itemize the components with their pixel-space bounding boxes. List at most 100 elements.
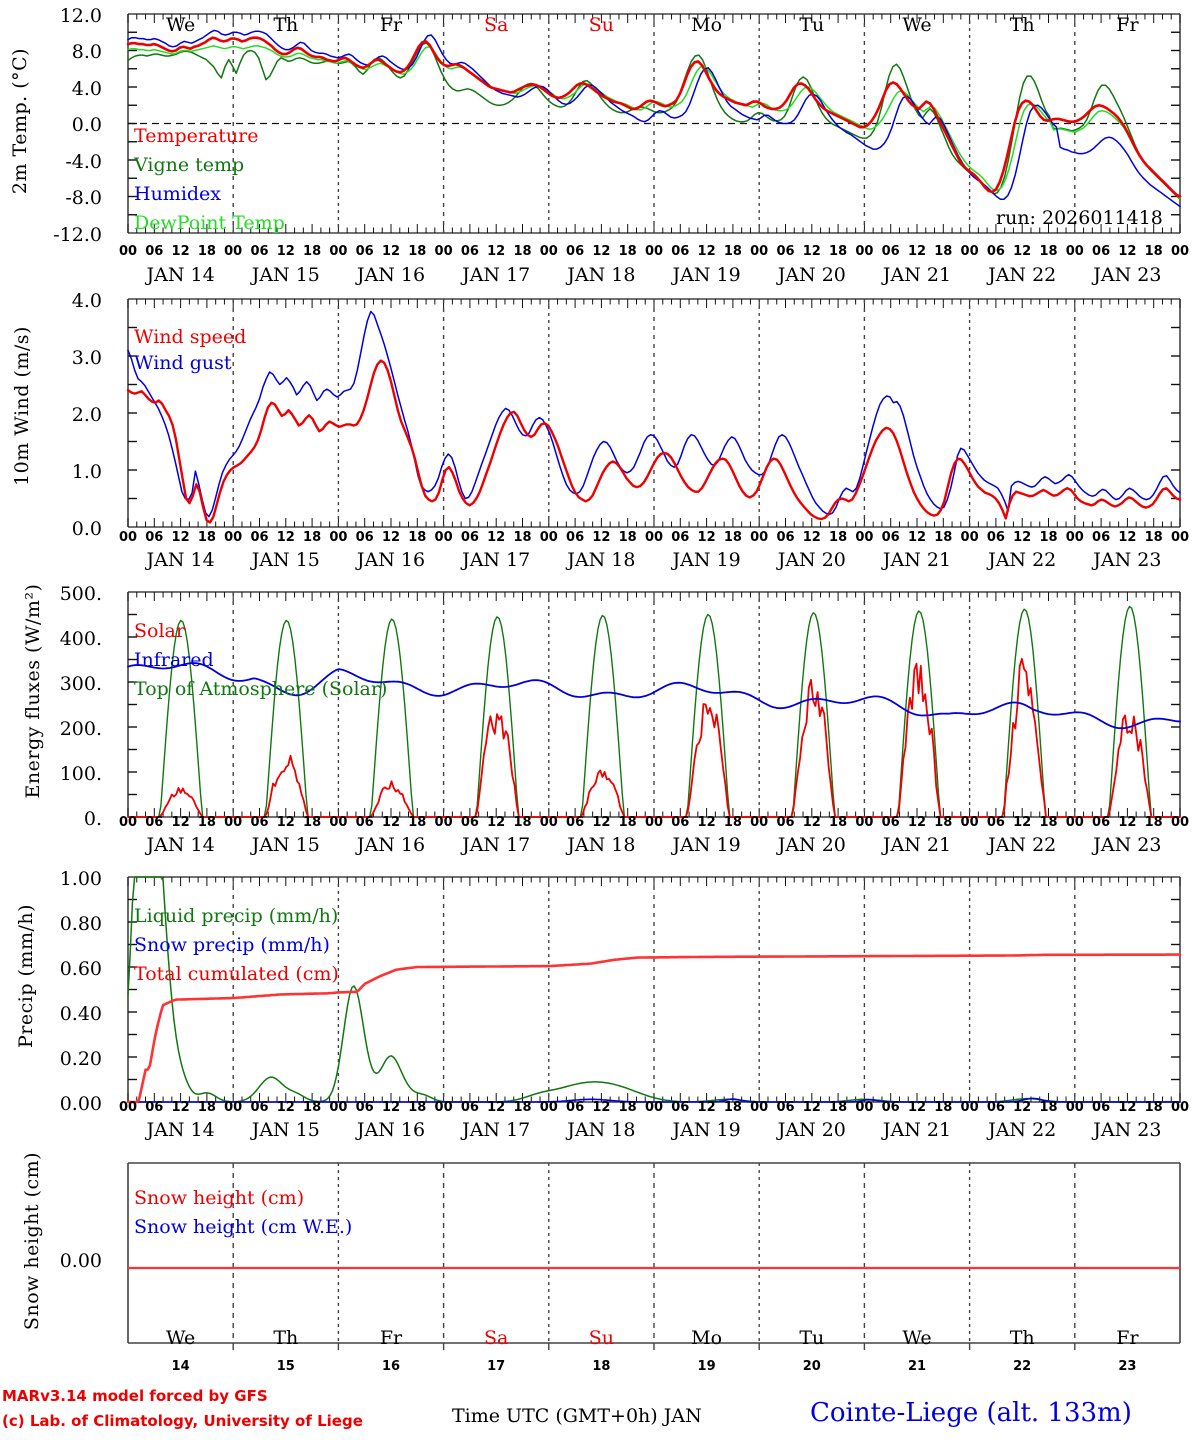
hour-tick-label: 00 xyxy=(434,1100,453,1115)
hour-tick-label: 12 xyxy=(907,1100,927,1115)
day-label: JAN 15 xyxy=(251,1119,320,1141)
wind-ytick-3: 1.0 xyxy=(71,461,102,483)
hour-tick-label: 06 xyxy=(881,530,900,545)
wind-plot xyxy=(126,298,1182,528)
hour-tick-label: 18 xyxy=(408,244,427,259)
hour-tick-label: 06 xyxy=(776,530,795,545)
hour-tick-label: 12 xyxy=(907,530,927,545)
day-number-label: 21 xyxy=(907,1359,927,1374)
hour-tick-label: 06 xyxy=(145,1100,164,1115)
day-of-week-label: Tu xyxy=(799,1327,825,1349)
day-label: JAN 15 xyxy=(251,264,320,286)
panel-energy-fluxes: Energy fluxes (W/m²) 500. 400. 300. 200.… xyxy=(0,575,1194,860)
hour-tick-label: 12 xyxy=(697,815,716,830)
hour-tick-label: 06 xyxy=(986,244,1005,259)
hour-tick-label: 06 xyxy=(881,1100,900,1115)
wind-legend-item-1: Wind gust xyxy=(134,352,232,374)
hour-tick-label: 00 xyxy=(224,244,243,259)
hour-tick-label: 06 xyxy=(566,815,585,830)
day-of-week-label: We xyxy=(902,14,932,36)
snow-dayofweek-row: We Th Fr Sa Su Mo Tu We Th Fr xyxy=(0,1327,1194,1349)
hour-tick-label: 18 xyxy=(1039,1100,1058,1115)
hour-tick-label: 00 xyxy=(329,1100,348,1115)
hour-tick-label: 00 xyxy=(855,244,874,259)
hour-tick-label: 00 xyxy=(644,244,664,259)
hour-tick-label: 06 xyxy=(566,1100,585,1115)
hour-tick-label: 06 xyxy=(881,244,900,259)
temperature-ytick-3: 0.0 xyxy=(71,114,102,136)
hour-tick-label: 12 xyxy=(592,530,611,545)
day-label: JAN 17 xyxy=(462,834,531,856)
hour-tick-label: 06 xyxy=(1092,530,1111,545)
hour-tick-label: 12 xyxy=(276,530,295,545)
panel-snow-height: Snow height (cm) 0.00 Snow height (cm) S… xyxy=(0,1145,1194,1375)
hour-tick-label: 06 xyxy=(145,815,164,830)
precip-day-label-row: JAN 14 JAN 15 JAN 16 JAN 17 JAN 18 JAN 19 JAN … xyxy=(0,1119,1194,1143)
hour-tick-label: 18 xyxy=(408,530,427,545)
hour-tick-label: 06 xyxy=(776,815,795,830)
temperature-legend-item-1: Vigne temp xyxy=(134,154,245,176)
precip-ytick-4: 0.20 xyxy=(59,1048,102,1070)
panel-precip: Precip (mm/h) 1.00 0.80 0.60 0.40 0.20 0… xyxy=(0,860,1194,1145)
hour-tick-label: 00 xyxy=(960,244,979,259)
hour-tick-label: 12 xyxy=(592,815,611,830)
hour-tick-label: 18 xyxy=(1039,530,1058,545)
day-number-label: 19 xyxy=(697,1359,716,1374)
temperature-ytick-1: 8.0 xyxy=(71,41,102,63)
hour-tick-label: 12 xyxy=(487,244,506,259)
hour-tick-label: 12 xyxy=(381,530,401,545)
snow-ytick-0: 0.00 xyxy=(59,1250,102,1272)
day-label: JAN 18 xyxy=(567,264,636,286)
day-label: JAN 17 xyxy=(462,549,531,571)
hour-tick-label: 06 xyxy=(145,530,164,545)
hour-tick-label: 12 xyxy=(276,244,295,259)
hour-tick-label: 18 xyxy=(1144,244,1163,259)
precip-ytick-3: 0.40 xyxy=(59,1003,102,1025)
hour-tick-label: 18 xyxy=(513,244,532,259)
hour-tick-label: 00 xyxy=(750,530,769,545)
precip-ytick-1: 0.80 xyxy=(59,913,102,935)
hour-tick-label: 18 xyxy=(303,1100,322,1115)
hour-tick-label: 18 xyxy=(197,244,216,259)
hour-tick-label: 12 xyxy=(592,244,611,259)
day-label: JAN 14 xyxy=(146,834,215,856)
day-of-week-label: We xyxy=(902,1327,932,1349)
hour-tick-label: 00 xyxy=(1170,244,1190,259)
snow-legend-item-1: Snow height (cm W.E.) xyxy=(134,1216,353,1238)
temperature-ytick-6: -12.0 xyxy=(53,224,102,246)
day-label: JAN 19 xyxy=(672,1119,741,1141)
hour-tick-label: 18 xyxy=(618,815,637,830)
hour-tick-label: 06 xyxy=(355,244,374,259)
hour-tick-label: 06 xyxy=(671,530,690,545)
hour-tick-label: 12 xyxy=(802,1100,821,1115)
temperature-hour-tick-row: 00 06 12 18 00 06 12 18 00 06 12 18 00 06 12 18 00 06 12 18… xyxy=(0,244,1194,264)
hour-tick-label: 18 xyxy=(934,815,953,830)
hour-tick-label: 00 xyxy=(434,530,453,545)
hour-tick-label: 00 xyxy=(539,1100,558,1115)
wind-ytick-0: 4.0 xyxy=(71,290,102,312)
hour-tick-label: 06 xyxy=(250,1100,269,1115)
hour-tick-label: 00 xyxy=(1170,815,1190,830)
hour-tick-label: 12 xyxy=(802,244,821,259)
hour-tick-label: 06 xyxy=(776,1100,795,1115)
hour-tick-label: 12 xyxy=(1118,244,1137,259)
hour-tick-label: 18 xyxy=(1144,530,1163,545)
day-of-week-label: Th xyxy=(273,14,299,36)
day-of-week-label: Mo xyxy=(691,1327,723,1349)
day-label: JAN 20 xyxy=(777,549,846,571)
hour-tick-label: 18 xyxy=(197,815,216,830)
hour-tick-label: 12 xyxy=(381,815,401,830)
hour-tick-label: 18 xyxy=(934,244,953,259)
hour-tick-label: 18 xyxy=(829,244,848,259)
temperature-ytick-5: -8.0 xyxy=(65,187,102,209)
hour-tick-label: 12 xyxy=(171,815,190,830)
hour-tick-label: 00 xyxy=(750,244,769,259)
hour-tick-label: 00 xyxy=(329,244,348,259)
panel-temperature: 2m Temp. (°C) 12.0 8.0 4.0 0.0 -4.0 -8.0… xyxy=(0,0,1194,290)
hour-tick-label: 06 xyxy=(776,244,795,259)
hour-tick-label: 12 xyxy=(381,1100,401,1115)
day-label: JAN 22 xyxy=(988,264,1057,286)
day-label: JAN 22 xyxy=(988,549,1057,571)
hour-tick-label: 12 xyxy=(697,244,716,259)
energy-ytick-4: 100. xyxy=(59,763,102,785)
